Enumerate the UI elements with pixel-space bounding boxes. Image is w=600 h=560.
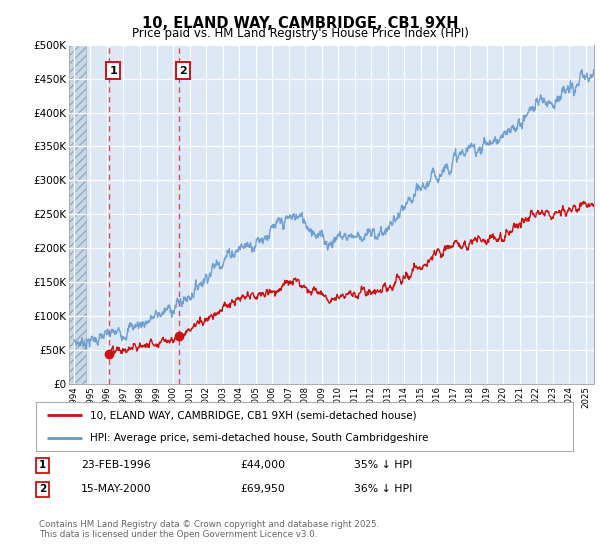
Text: 35% ↓ HPI: 35% ↓ HPI <box>354 460 412 470</box>
Text: 2: 2 <box>179 66 187 76</box>
Text: 2: 2 <box>39 484 46 494</box>
Bar <box>65 45 86 384</box>
Text: Contains HM Land Registry data © Crown copyright and database right 2025.
This d: Contains HM Land Registry data © Crown c… <box>39 520 379 539</box>
Text: Price paid vs. HM Land Registry's House Price Index (HPI): Price paid vs. HM Land Registry's House … <box>131 27 469 40</box>
Text: 1: 1 <box>110 66 117 76</box>
Text: 10, ELAND WAY, CAMBRIDGE, CB1 9XH (semi-detached house): 10, ELAND WAY, CAMBRIDGE, CB1 9XH (semi-… <box>90 410 416 421</box>
Text: HPI: Average price, semi-detached house, South Cambridgeshire: HPI: Average price, semi-detached house,… <box>90 433 428 443</box>
Text: £69,950: £69,950 <box>240 484 285 494</box>
Text: 23-FEB-1996: 23-FEB-1996 <box>81 460 151 470</box>
Text: 15-MAY-2000: 15-MAY-2000 <box>81 484 152 494</box>
Text: 36% ↓ HPI: 36% ↓ HPI <box>354 484 412 494</box>
Text: 10, ELAND WAY, CAMBRIDGE, CB1 9XH: 10, ELAND WAY, CAMBRIDGE, CB1 9XH <box>142 16 458 31</box>
Text: 1: 1 <box>39 460 46 470</box>
Text: £44,000: £44,000 <box>240 460 285 470</box>
